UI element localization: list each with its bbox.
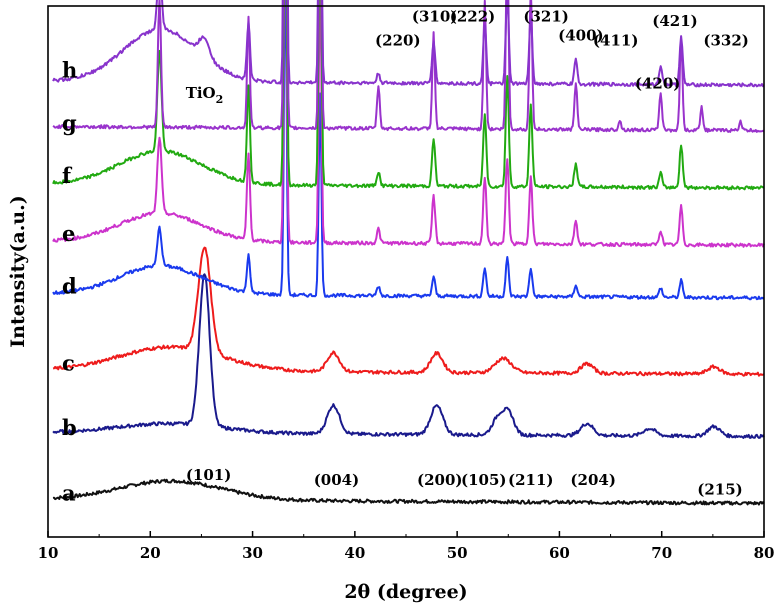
series-line-a [52, 478, 765, 506]
series-label-h: h [62, 57, 77, 82]
x-axis-ticks: 10 20 30 40 50 60 70 80 [38, 531, 775, 562]
series-label-c: c [62, 351, 75, 376]
series-labels: a b c d e f g h [62, 57, 77, 505]
series-label-a: a [62, 480, 76, 505]
series-line-g [52, 0, 765, 133]
tio2-annotation-subscript: 2 [216, 93, 224, 106]
peak-label: (220) [375, 31, 421, 49]
x-tick-label: 10 [38, 544, 59, 562]
peak-label: (200) [417, 471, 463, 489]
series-line-e [52, 0, 765, 248]
x-tick-label: 40 [344, 544, 365, 562]
series-line-d [52, 0, 765, 301]
peak-label: (222) [450, 7, 496, 25]
series-traces [52, 0, 765, 506]
x-tick-label: 60 [549, 544, 570, 562]
peak-label: (204) [570, 471, 616, 489]
peak-label: (421) [652, 12, 698, 30]
y-axis-title: Intensity(a.u.) [7, 195, 29, 347]
peak-annotations: (110)(200)(210)(211)(220)(310)(222)(320)… [186, 7, 749, 499]
peak-label: (211) [508, 471, 554, 489]
peak-label: (215) [697, 481, 743, 499]
tio2-annotation: TiO2 [186, 84, 224, 106]
series-line-h [52, 0, 765, 88]
peak-label: (411) [593, 31, 639, 49]
tio2-annotation-base: TiO [186, 84, 216, 102]
series-line-b [52, 273, 765, 439]
series-line-f [52, 0, 764, 191]
x-axis-title: 2θ (degree) [344, 581, 467, 603]
series-label-g: g [62, 111, 77, 136]
series-label-e: e [62, 221, 75, 246]
peak-label: (004) [314, 471, 360, 489]
peak-label: (321) [523, 7, 569, 25]
x-tick-label: 30 [242, 544, 263, 562]
series-label-d: d [62, 274, 77, 299]
x-tick-label: 80 [754, 544, 775, 562]
peak-label: (310) [412, 7, 458, 25]
series-line-c [52, 246, 765, 377]
x-tick-label: 50 [447, 544, 468, 562]
x-tick-label: 70 [651, 544, 672, 562]
peak-label: (420) [635, 74, 681, 92]
peak-label: (400) [558, 27, 604, 45]
peak-label: (332) [703, 31, 749, 49]
peak-label: (105) [461, 471, 507, 489]
series-label-b: b [62, 415, 77, 440]
peak-label: (101) [186, 466, 232, 484]
series-label-f: f [62, 163, 73, 188]
x-tick-label: 20 [140, 544, 161, 562]
